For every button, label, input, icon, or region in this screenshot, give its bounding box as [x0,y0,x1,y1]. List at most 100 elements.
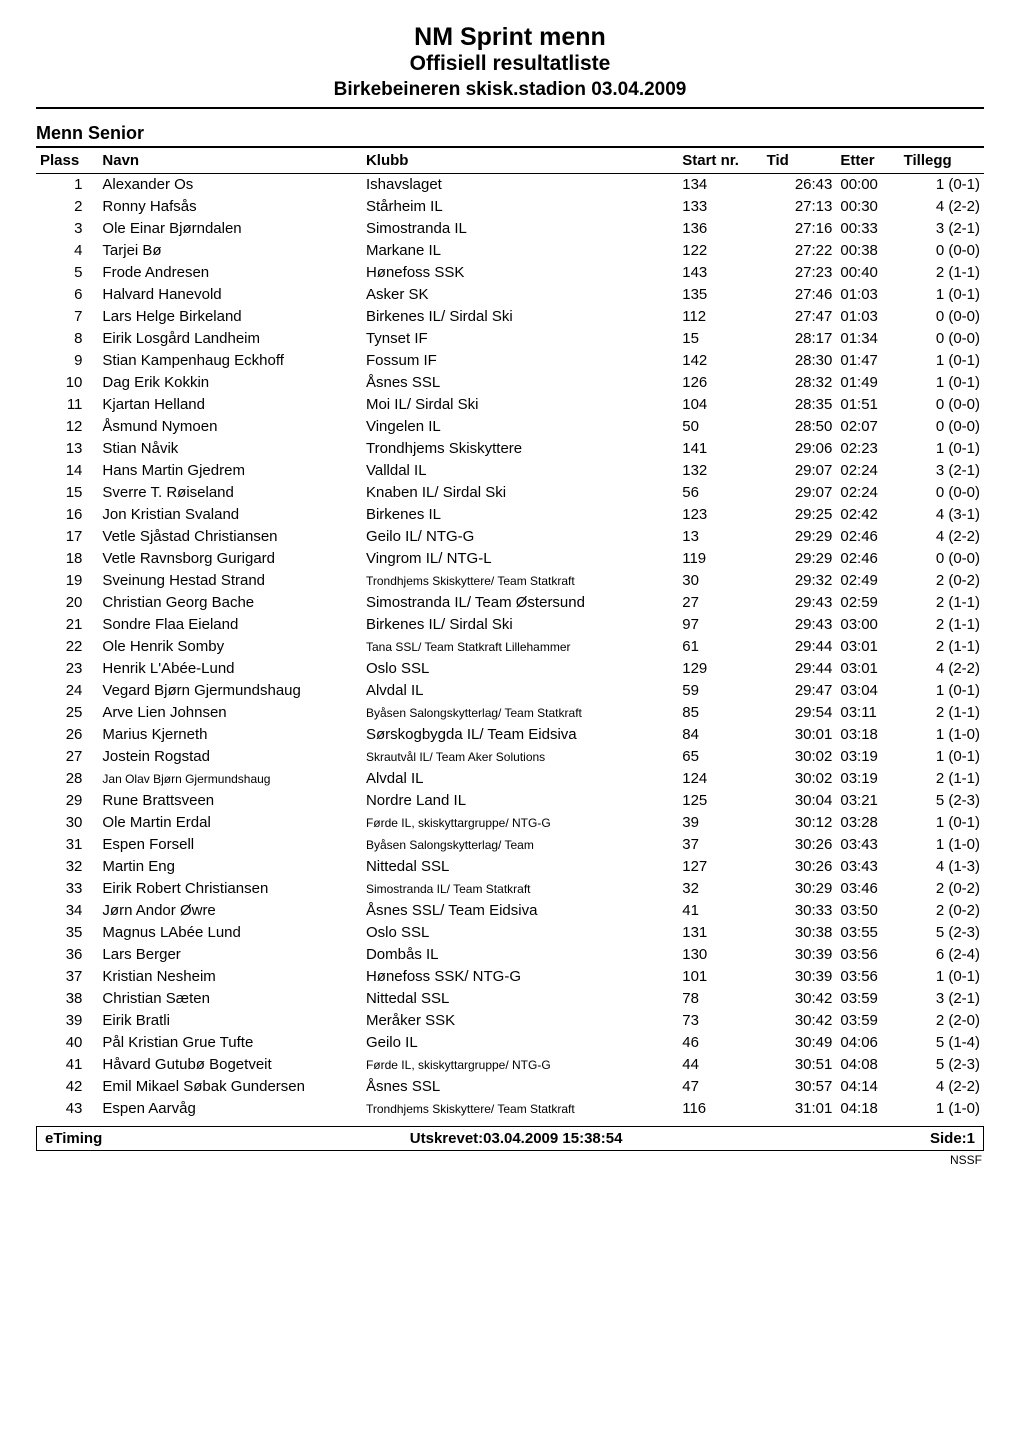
cell-tillegg: 1 (0-1) [900,173,984,196]
cell-startnr: 132 [678,460,762,482]
cell-startnr: 136 [678,218,762,240]
cell-klubb: Trondhjems Skiskyttere [362,438,678,460]
cell-etter: 02:07 [836,416,899,438]
cell-klubb: Trondhjems Skiskyttere/ Team Statkraft [362,570,678,592]
table-row: 31Espen ForsellByåsen Salongskytterlag/ … [36,834,984,856]
cell-plass: 8 [36,328,98,350]
table-row: 39Eirik BratliMeråker SSK7330:4203:592 (… [36,1010,984,1032]
cell-tid: 26:43 [763,173,837,196]
cell-tillegg: 1 (0-1) [900,680,984,702]
cell-tillegg: 5 (1-4) [900,1032,984,1054]
cell-tillegg: 2 (1-1) [900,592,984,614]
table-row: 38Christian SætenNittedal SSL7830:4203:5… [36,988,984,1010]
cell-navn: Ronny Hafsås [98,196,362,218]
cell-etter: 04:08 [836,1054,899,1076]
cell-plass: 4 [36,240,98,262]
table-row: 24Vegard Bjørn GjermundshaugAlvdal IL592… [36,680,984,702]
cell-klubb: Oslo SSL [362,658,678,680]
cell-plass: 43 [36,1098,98,1120]
cell-tid: 30:01 [763,724,837,746]
cell-tid: 28:30 [763,350,837,372]
cell-tillegg: 2 (0-2) [900,878,984,900]
cell-klubb: Birkenes IL [362,504,678,526]
cell-klubb: Markane IL [362,240,678,262]
cell-klubb: Åsnes SSL [362,1076,678,1098]
cell-startnr: 130 [678,944,762,966]
cell-tillegg: 4 (2-2) [900,196,984,218]
cell-tid: 30:02 [763,746,837,768]
cell-navn: Eirik Losgård Landheim [98,328,362,350]
cell-startnr: 85 [678,702,762,724]
table-row: 23Henrik L'Abée-LundOslo SSL12929:4403:0… [36,658,984,680]
cell-startnr: 84 [678,724,762,746]
cell-etter: 00:30 [836,196,899,218]
cell-navn: Espen Forsell [98,834,362,856]
cell-tillegg: 5 (2-3) [900,922,984,944]
cell-etter: 00:00 [836,173,899,196]
cell-tillegg: 2 (2-0) [900,1010,984,1032]
cell-etter: 03:19 [836,746,899,768]
cell-tid: 30:04 [763,790,837,812]
cell-navn: Jan Olav Bjørn Gjermundshaug [98,768,362,790]
table-row: 37Kristian NesheimHønefoss SSK/ NTG-G101… [36,966,984,988]
cell-plass: 36 [36,944,98,966]
cell-plass: 39 [36,1010,98,1032]
cell-tid: 29:07 [763,460,837,482]
cell-navn: Lars Helge Birkeland [98,306,362,328]
table-row: 42Emil Mikael Søbak GundersenÅsnes SSL47… [36,1076,984,1098]
cell-startnr: 133 [678,196,762,218]
cell-klubb: Simostranda IL [362,218,678,240]
cell-klubb: Dombås IL [362,944,678,966]
cell-klubb: Tynset IF [362,328,678,350]
cell-klubb: Nittedal SSL [362,988,678,1010]
cell-plass: 7 [36,306,98,328]
cell-tillegg: 2 (1-1) [900,262,984,284]
cell-startnr: 143 [678,262,762,284]
cell-tid: 28:17 [763,328,837,350]
cell-tillegg: 1 (1-0) [900,834,984,856]
cell-klubb: Åsnes SSL/ Team Eidsiva [362,900,678,922]
cell-startnr: 104 [678,394,762,416]
title-event: Birkebeineren skisk.stadion 03.04.2009 [36,79,984,101]
cell-klubb: Alvdal IL [362,768,678,790]
cell-tillegg: 0 (0-0) [900,328,984,350]
cell-startnr: 39 [678,812,762,834]
cell-etter: 01:34 [836,328,899,350]
cell-startnr: 30 [678,570,762,592]
col-header-navn: Navn [98,147,362,174]
cell-startnr: 119 [678,548,762,570]
cell-klubb: Asker SK [362,284,678,306]
col-header-startnr: Start nr. [678,147,762,174]
cell-navn: Arve Lien Johnsen [98,702,362,724]
cell-etter: 00:40 [836,262,899,284]
cell-plass: 35 [36,922,98,944]
cell-klubb: Fossum IF [362,350,678,372]
cell-tillegg: 5 (2-3) [900,1054,984,1076]
table-row: 14Hans Martin GjedremValldal IL13229:070… [36,460,984,482]
cell-klubb: Byåsen Salongskytterlag/ Team [362,834,678,856]
cell-startnr: 32 [678,878,762,900]
cell-tillegg: 1 (0-1) [900,438,984,460]
cell-navn: Henrik L'Abée-Lund [98,658,362,680]
cell-klubb: Vingelen IL [362,416,678,438]
cell-klubb: Geilo IL [362,1032,678,1054]
category-label: Menn Senior [36,123,984,144]
cell-navn: Jørn Andor Øwre [98,900,362,922]
table-row: 40Pål Kristian Grue TufteGeilo IL4630:49… [36,1032,984,1054]
cell-plass: 14 [36,460,98,482]
cell-startnr: 15 [678,328,762,350]
cell-klubb: Birkenes IL/ Sirdal Ski [362,614,678,636]
cell-startnr: 129 [678,658,762,680]
cell-tid: 28:35 [763,394,837,416]
cell-startnr: 112 [678,306,762,328]
cell-etter: 03:59 [836,1010,899,1032]
cell-etter: 02:23 [836,438,899,460]
cell-startnr: 141 [678,438,762,460]
cell-tillegg: 4 (3-1) [900,504,984,526]
cell-startnr: 142 [678,350,762,372]
table-row: 7Lars Helge BirkelandBirkenes IL/ Sirdal… [36,306,984,328]
cell-plass: 27 [36,746,98,768]
cell-tid: 30:39 [763,944,837,966]
cell-startnr: 27 [678,592,762,614]
cell-tid: 28:32 [763,372,837,394]
